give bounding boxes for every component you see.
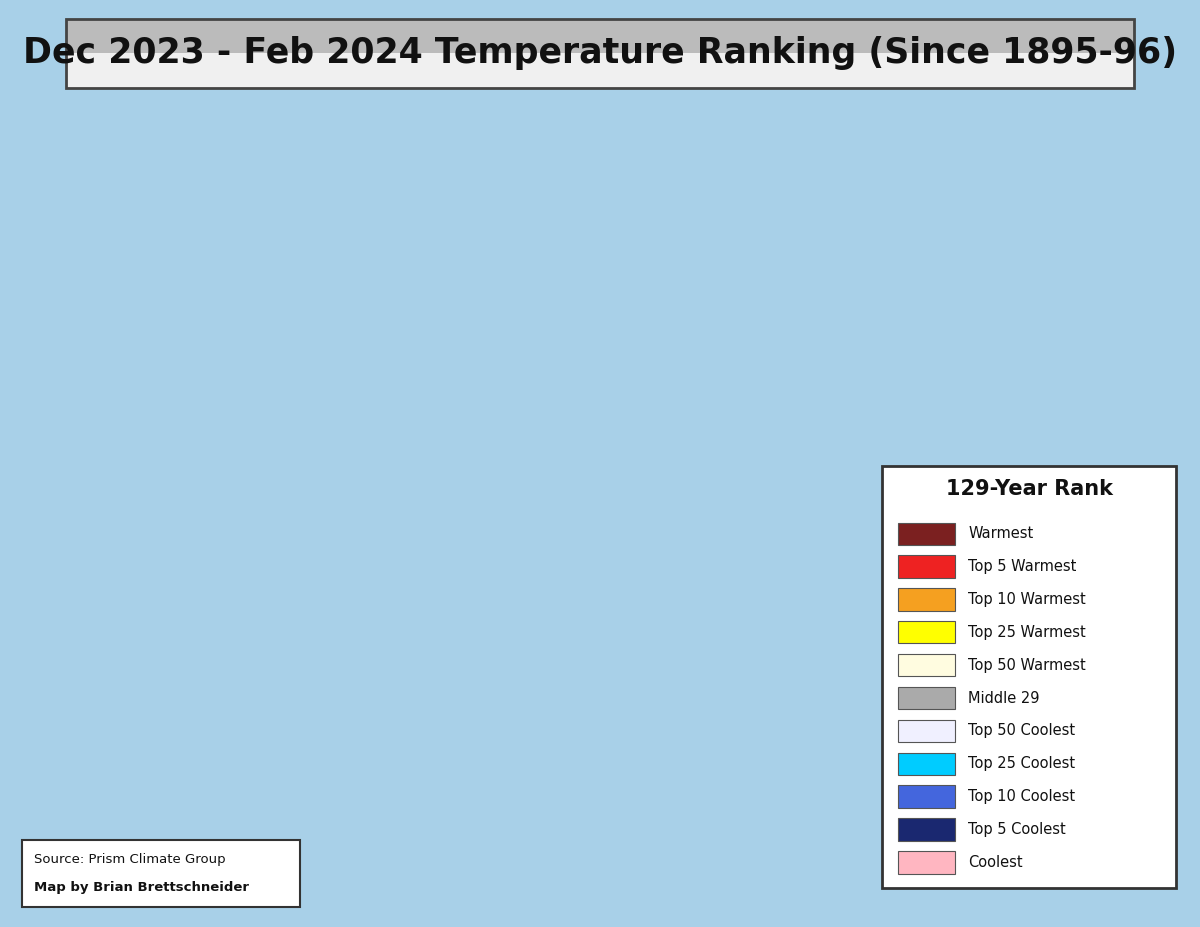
Bar (66, 19, 1134, 88)
Bar (898, 719, 955, 743)
Bar (898, 589, 955, 611)
Text: Dec 2023 - Feb 2024 Temperature Ranking (Since 1895-96): Dec 2023 - Feb 2024 Temperature Ranking … (23, 36, 1177, 70)
Bar (22, 840, 300, 907)
Text: Coolest: Coolest (968, 855, 1024, 870)
Text: Top 5 Warmest: Top 5 Warmest (968, 559, 1076, 574)
Text: Top 10 Coolest: Top 10 Coolest (968, 789, 1075, 804)
Bar (66, 19, 1134, 54)
Text: Middle 29: Middle 29 (968, 691, 1040, 705)
Bar (898, 819, 955, 841)
Text: Top 25 Coolest: Top 25 Coolest (968, 756, 1075, 771)
Bar (898, 523, 955, 545)
Bar (898, 555, 955, 578)
Text: Top 50 Coolest: Top 50 Coolest (968, 723, 1075, 739)
Text: Top 50 Warmest: Top 50 Warmest (968, 657, 1086, 673)
Bar (898, 785, 955, 807)
Bar (898, 851, 955, 873)
Bar (898, 654, 955, 677)
Bar (898, 621, 955, 643)
Text: Top 10 Warmest: Top 10 Warmest (968, 592, 1086, 607)
Bar (898, 753, 955, 775)
Text: Top 25 Warmest: Top 25 Warmest (968, 625, 1086, 640)
Bar (898, 687, 955, 709)
Text: Top 5 Coolest: Top 5 Coolest (968, 822, 1066, 837)
Text: Map by Brian Brettschneider: Map by Brian Brettschneider (34, 882, 248, 895)
Bar (66, 54, 1134, 88)
Bar (882, 466, 1176, 888)
Text: Source: Prism Climate Group: Source: Prism Climate Group (34, 854, 226, 867)
Text: 129-Year Rank: 129-Year Rank (946, 479, 1112, 500)
Text: Warmest: Warmest (968, 527, 1033, 541)
